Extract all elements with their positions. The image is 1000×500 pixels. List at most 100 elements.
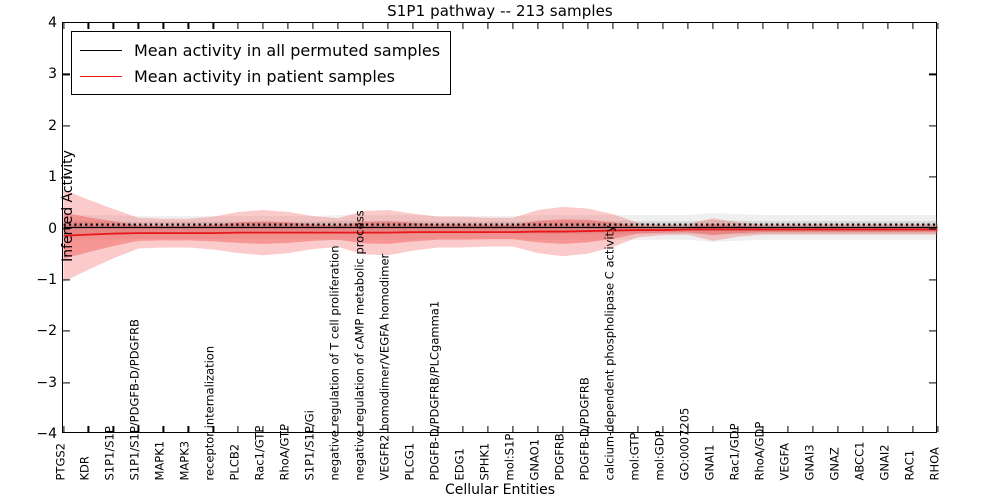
x-tick-label: GNAI1 (702, 443, 717, 480)
x-tick-mark (437, 426, 439, 432)
y-tick-mark (63, 176, 70, 178)
x-tick-mark (762, 23, 764, 29)
x-tick-mark (462, 426, 464, 432)
y-tick-mark (63, 73, 70, 75)
x-tick-mark (637, 23, 639, 29)
y-tick-mark (929, 279, 936, 281)
x-tick-mark (362, 23, 364, 29)
x-tick-label: RHOA (927, 446, 941, 480)
y-tick-mark (929, 125, 936, 127)
x-tick-label: VEGFA (777, 442, 792, 480)
x-tick-mark (737, 23, 739, 29)
x-tick-mark (861, 426, 864, 432)
legend-label-permuted: Mean activity in all permuted samples (134, 40, 441, 60)
x-tick-label: PDGFRB (552, 432, 567, 480)
y-tick-label: 4 (48, 15, 57, 31)
x-tick-mark (112, 23, 115, 29)
x-tick-mark (187, 23, 189, 29)
x-tick-mark (212, 426, 214, 432)
patient-band-outer (63, 189, 938, 282)
x-tick-mark (212, 23, 214, 29)
x-tick-label: receptor internalization (202, 345, 217, 480)
x-axis-label: Cellular Entities (444, 482, 556, 498)
y-tick-mark (929, 73, 936, 75)
x-tick-mark (187, 426, 189, 432)
y-tick-mark (63, 382, 70, 384)
x-axis-tick-labels: PTGS2 KDR S1P1/S1P S1P1/S1P/PDGFB-D/PDGFRB M… (53, 210, 941, 480)
x-tick-label: negative regulation of T cell proliferat… (327, 244, 342, 480)
y-tick-label: 0 (48, 220, 57, 237)
x-tick-mark (787, 426, 789, 432)
x-tick-mark (537, 23, 539, 29)
x-tick-mark (762, 426, 764, 432)
x-tick-label: RAC1 (902, 449, 917, 480)
chart-title: S1P1 pathway -- 213 samples (387, 2, 613, 20)
patient-band-inner (63, 212, 938, 259)
x-tick-mark (886, 23, 889, 29)
y-tick-mark (63, 227, 70, 230)
y-tick-label: 1 (48, 169, 57, 186)
x-tick-mark (162, 23, 164, 29)
x-tick-mark (562, 23, 564, 29)
x-tick-mark (787, 23, 789, 29)
x-tick-label: S1P1/S1P/PDGFB-D/PDGFRB (127, 318, 142, 480)
x-tick-label: negative regulation of cAMP metabolic pr… (352, 209, 367, 480)
x-tick-mark (712, 426, 714, 432)
x-tick-label: mol:GTP (627, 432, 642, 480)
plot-area: Inferred Activity −4 −3 −2 −1 0 1 2 3 4 Mean act… (36, 15, 939, 442)
x-tick-label: MAPK1 (152, 440, 167, 480)
x-tick-mark (162, 426, 164, 432)
x-tick-mark (911, 426, 914, 432)
y-tick-mark (63, 125, 70, 127)
x-tick-mark (537, 426, 539, 432)
x-tick-label: EDG1 (452, 447, 467, 480)
legend-entry-permuted: Mean activity in all permuted samples (80, 37, 440, 63)
x-tick-mark (412, 426, 414, 432)
x-tick-mark (112, 426, 115, 432)
x-tick-label: Rac1/GTP (252, 425, 267, 480)
x-tick-label: Rac1/GDP (727, 422, 742, 480)
x-tick-mark (662, 426, 664, 432)
y-tick-label: 2 (48, 117, 57, 134)
x-tick-mark (936, 23, 939, 29)
x-tick-mark (687, 23, 689, 29)
x-tick-label: PTGS2 (53, 442, 67, 481)
x-tick-label: GNAZ (827, 446, 842, 480)
x-tick-mark (861, 23, 864, 29)
x-tick-mark (437, 23, 439, 29)
chart-legend: Mean activity in all permuted samples Me… (71, 31, 452, 95)
x-tick-mark (562, 426, 564, 432)
x-tick-label: PLCG1 (402, 442, 417, 480)
x-tick-mark (287, 23, 289, 29)
x-tick-mark (362, 426, 364, 432)
x-tick-mark (512, 426, 514, 432)
y-tick-label: −4 (36, 426, 57, 442)
x-tick-mark (412, 23, 414, 29)
x-tick-label: RhoA/GTP (277, 423, 292, 480)
x-tick-mark (911, 23, 914, 29)
x-tick-mark (512, 23, 514, 29)
y-tick-label: −1 (36, 271, 57, 288)
x-tick-mark (886, 426, 889, 432)
y-tick-label: 3 (48, 66, 57, 83)
x-tick-label: mol:S1P (502, 433, 517, 480)
x-tick-mark (62, 23, 65, 29)
x-tick-mark (137, 23, 139, 29)
x-tick-mark (387, 426, 389, 432)
x-tick-mark (237, 23, 239, 29)
x-tick-label: MAPK3 (177, 440, 192, 480)
x-tick-mark (737, 426, 739, 432)
x-tick-label: GNAI3 (802, 443, 817, 480)
x-tick-label: S1P1/S1P (102, 425, 117, 480)
x-tick-label: ABCC1 (852, 441, 867, 480)
x-tick-mark (837, 23, 839, 29)
x-tick-mark (487, 23, 489, 29)
x-tick-mark (662, 23, 664, 29)
x-tick-label: VEGFR2 homodimer/VEGFA homodimer (377, 253, 392, 480)
x-tick-mark (837, 426, 839, 432)
x-tick-mark (312, 23, 314, 29)
x-tick-mark (237, 426, 239, 432)
x-tick-mark (387, 23, 389, 29)
x-tick-label: GNAO1 (527, 438, 542, 480)
x-tick-mark (87, 426, 90, 432)
